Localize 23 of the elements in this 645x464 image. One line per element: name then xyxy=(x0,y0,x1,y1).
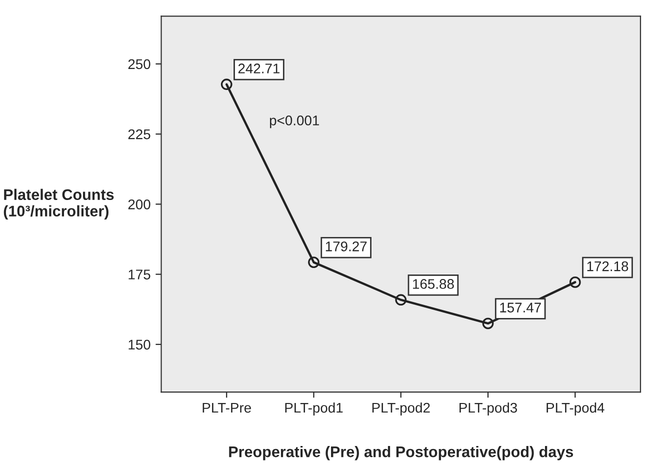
y-tick-label: 150 xyxy=(128,340,150,350)
point xyxy=(395,294,407,306)
y-tick-label: 225 xyxy=(128,129,150,140)
data-label: 172.18 xyxy=(587,261,628,272)
x-tick-label: PLT-pod2 xyxy=(372,402,430,416)
x-tick-label: PLT-Pre xyxy=(202,403,251,413)
y-tick-label: 250 xyxy=(128,59,150,70)
point xyxy=(308,256,320,268)
point xyxy=(220,78,232,90)
data-label: 242.71 xyxy=(238,64,280,74)
y-axis-title: Platelet Counts (10³/microliter) xyxy=(4,188,114,220)
data-label: 179.27 xyxy=(326,241,367,252)
x-tick-label: PLT-pod3 xyxy=(460,402,517,416)
annotation: p<0.001 xyxy=(270,116,319,128)
x-tick-label: PLT-pod4 xyxy=(546,402,604,416)
data-label: 165.88 xyxy=(413,279,454,289)
x-tick-label: PLT-pod1 xyxy=(285,402,343,416)
y-tick-label: 200 xyxy=(128,199,150,210)
y-tick-label: 175 xyxy=(128,270,150,280)
data-label: 157.47 xyxy=(500,302,541,312)
x-axis-title: Preoperative (Pre) and Postoperative(pod) days xyxy=(229,446,574,460)
point xyxy=(569,276,581,288)
point xyxy=(482,318,494,330)
